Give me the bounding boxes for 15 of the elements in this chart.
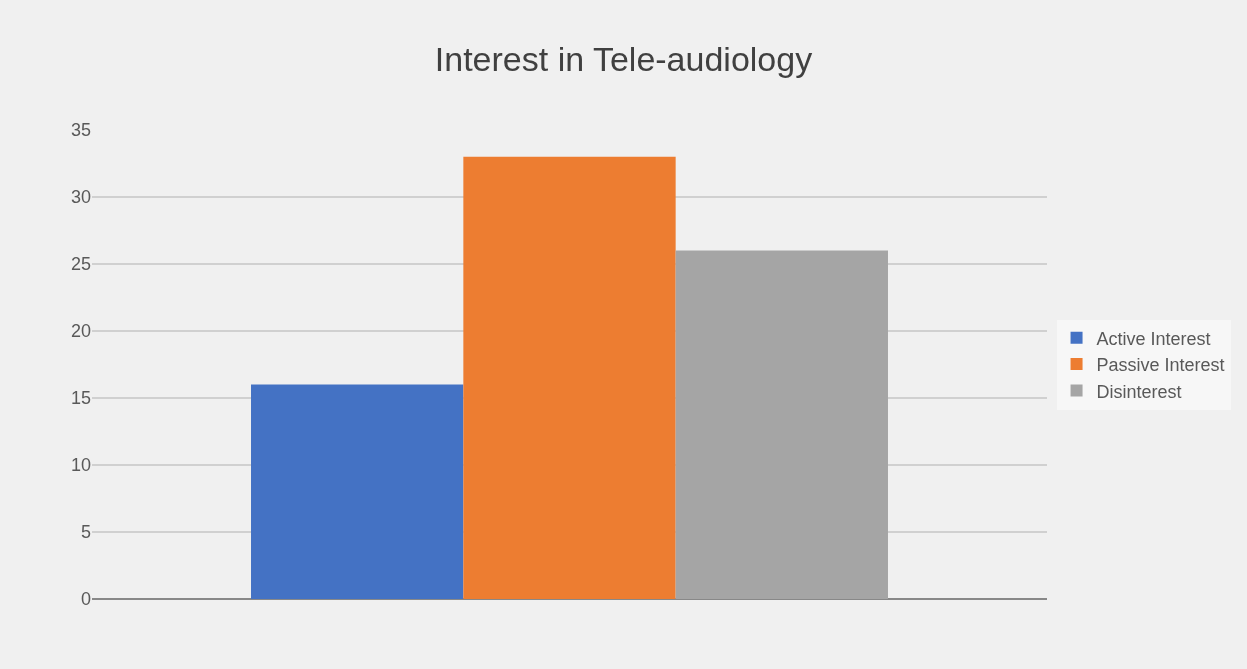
- y-tick-label: 20: [70, 321, 91, 342]
- y-tick-label: 25: [70, 254, 91, 275]
- y-tick-label: 15: [70, 388, 91, 409]
- y-tick-label: 0: [80, 589, 91, 610]
- legend-label: Disinterest: [1096, 381, 1182, 402]
- y-tick-label: 30: [70, 187, 91, 208]
- y-tick-label: 5: [80, 522, 91, 543]
- bar: [251, 384, 464, 599]
- bar: [463, 156, 676, 599]
- legend-label: Passive Interest: [1096, 355, 1225, 376]
- bar: [675, 250, 888, 599]
- y-tick-label: 10: [70, 455, 91, 476]
- chart-title: Interest in Tele-audiology: [434, 39, 813, 78]
- legend-label: Active Interest: [1096, 328, 1211, 349]
- y-tick-label: 35: [70, 120, 91, 141]
